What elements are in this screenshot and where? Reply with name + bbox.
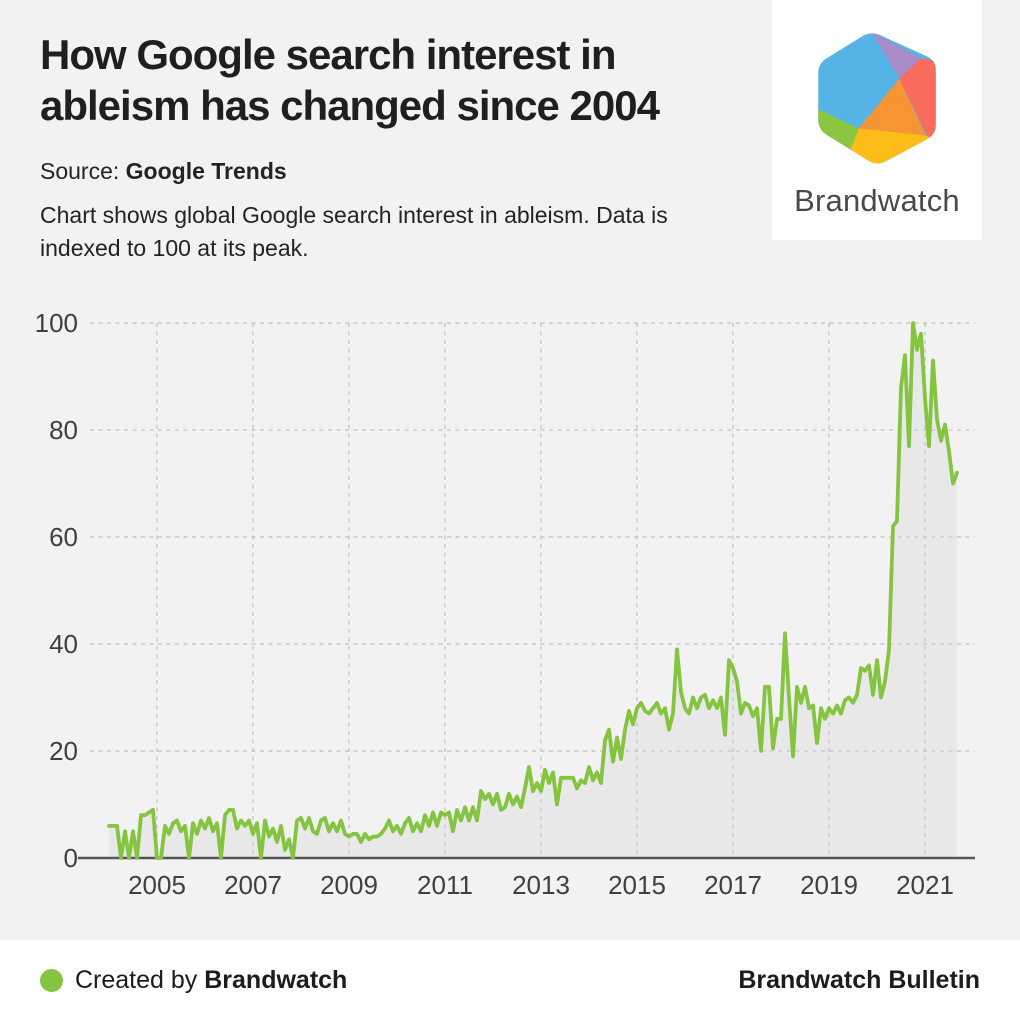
y-axis-label: 60 — [49, 522, 78, 552]
chart-description: Chart shows global Google search interes… — [40, 199, 760, 266]
page-title: How Google search interest in ableism ha… — [40, 30, 760, 132]
chart-description-line-2: indexed to 100 at its peak. — [40, 234, 309, 261]
footer: Created by Brandwatch Brandwatch Bulleti… — [0, 940, 1020, 1020]
y-axis-label: 0 — [64, 843, 78, 873]
x-axis-label: 2017 — [704, 870, 762, 900]
brandwatch-wordmark: Brandwatch — [794, 183, 960, 218]
logo-facet-green — [818, 109, 859, 150]
footer-credit: Created by Brandwatch — [40, 966, 347, 995]
y-axis-label: 80 — [49, 415, 78, 445]
chart-description-line-1: Chart shows global Google search interes… — [40, 201, 668, 228]
x-axis-label: 2013 — [512, 870, 570, 900]
y-axis-label: 20 — [49, 736, 78, 766]
x-axis-label: 2009 — [320, 870, 378, 900]
trend-area — [109, 323, 957, 858]
x-axis-label: 2005 — [128, 870, 186, 900]
header: How Google search interest in ableism ha… — [40, 30, 760, 265]
x-axis-label: 2015 — [608, 870, 666, 900]
created-by-brand: Brandwatch — [204, 965, 348, 994]
x-axis-label: 2007 — [224, 870, 282, 900]
trend-line — [107, 321, 959, 860]
logo-facet-orange — [858, 78, 926, 136]
y-axis-label: 40 — [49, 629, 78, 659]
y-axis-label: 100 — [35, 308, 78, 338]
x-axis-label: 2011 — [417, 870, 473, 900]
source-line: Source: Google Trends — [40, 158, 760, 185]
brandwatch-hexagon-icon — [818, 33, 936, 164]
x-axis-label: 2019 — [800, 870, 858, 900]
logo-facet-yellow — [850, 128, 931, 164]
logo-facet-purple — [870, 33, 921, 79]
page-title-line-1: How Google search interest in — [40, 31, 616, 78]
logo-facet-red — [899, 58, 936, 138]
trend-chart: 0 20 40 60 80 100 2005 2007 2009 2011 2013 2015 2017… — [35, 308, 975, 900]
brandwatch-logo-card: Brandwatch — [772, 0, 982, 240]
footer-publication: Brandwatch Bulletin — [738, 965, 980, 994]
created-by-label: Created by — [75, 965, 198, 994]
x-axis-label: 2021 — [896, 870, 954, 900]
source-label: Source: — [40, 157, 120, 184]
page-title-line-2: ableism has changed since 2004 — [40, 81, 660, 129]
source-value: Google Trends — [125, 157, 287, 184]
brand-dot-icon — [40, 968, 63, 992]
